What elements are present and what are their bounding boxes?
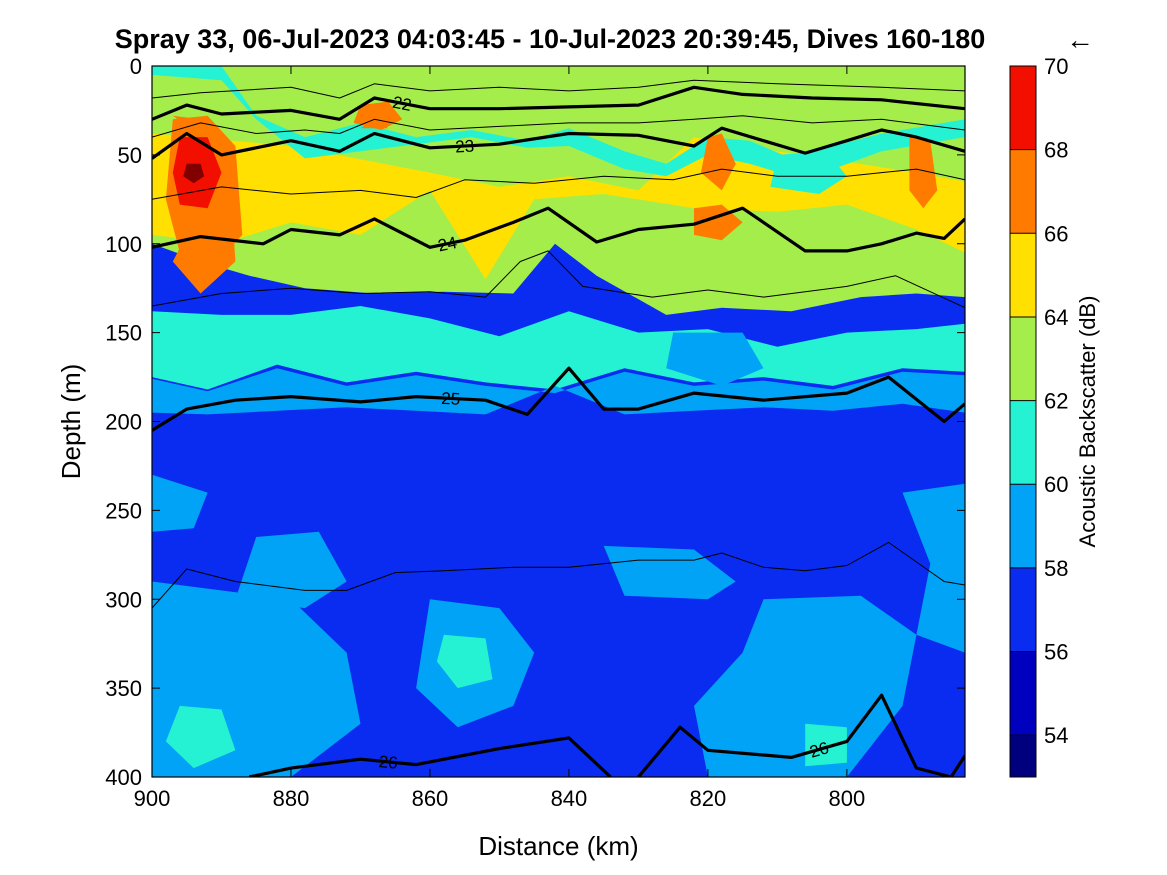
colorbar-tick-label-3: 60 <box>1044 472 1068 497</box>
x-tick-label-5: 800 <box>829 786 866 811</box>
y-axis-label: Depth (m) <box>56 364 86 480</box>
isopycnal-line-9 <box>152 250 965 309</box>
field-patch-4 <box>700 133 736 191</box>
isopycnal-line-6 <box>152 79 965 99</box>
field-patch-20 <box>534 412 562 436</box>
x-tick-label-1: 880 <box>273 786 310 811</box>
colorbar-segment-0 <box>1010 735 1036 777</box>
x-tick-label-2: 860 <box>412 786 449 811</box>
plot-area: 22 23 24 25 26 26 <box>151 65 966 778</box>
x-axis-label: Distance (km) <box>478 831 638 861</box>
colorbar-tick-label-7: 68 <box>1044 138 1068 163</box>
colorbar-segment-3 <box>1010 484 1036 568</box>
isopycnal-line-7 <box>152 115 965 138</box>
colorbar-segment-4 <box>1010 400 1036 485</box>
colorbar-segment-8 <box>1010 66 1036 150</box>
left-arrow-icon[interactable]: ← <box>1066 24 1094 55</box>
colorbar-segment-2 <box>1010 567 1036 652</box>
x-axis: 900 880 860 840 820 800 <box>134 66 866 811</box>
isopycnal-line-2 <box>152 206 965 253</box>
isopycnal-contours: 22 23 24 25 26 26 <box>152 79 965 777</box>
field-patch-10 <box>235 531 347 609</box>
isopycnal-label-1: 23 <box>455 137 475 157</box>
y-tick-label-6: 300 <box>105 587 142 612</box>
x-tick-label-4: 820 <box>690 786 727 811</box>
isopycnal-line-1 <box>152 126 965 160</box>
isopycnal-label-5: 26 <box>808 738 831 762</box>
field-patch-17 <box>436 634 493 689</box>
colorbar-segment-7 <box>1010 149 1036 234</box>
colorbar-segment-1 <box>1010 651 1036 736</box>
field-patch-13 <box>603 545 736 600</box>
y-tick-label-1: 50 <box>118 143 142 168</box>
isopycnal-label-0: 22 <box>391 93 413 115</box>
y-tick-label-7: 350 <box>105 676 142 701</box>
x-tick-label-3: 840 <box>551 786 588 811</box>
y-tick-label-2: 100 <box>105 232 142 257</box>
y-tick-label-0: 0 <box>130 54 142 79</box>
field-patch-7 <box>770 151 847 194</box>
field-patch-2 <box>183 163 205 184</box>
field-band-1 <box>152 133 965 280</box>
isopycnal-line-5 <box>637 693 965 777</box>
colorbar-tick-label-0: 54 <box>1044 723 1068 748</box>
y-tick-label-3: 150 <box>105 321 142 346</box>
colorbar: 54 56 58 60 62 64 66 68 70 <box>1009 54 1068 778</box>
chart-title: Spray 33, 06-Jul-2023 04:03:45 - 10-Jul-… <box>114 24 986 54</box>
isopycnal-label-3: 25 <box>441 389 461 409</box>
isopycnal-line-3 <box>152 366 965 432</box>
x-tick-label-0: 900 <box>134 786 171 811</box>
isopycnal-line-0 <box>152 85 965 121</box>
field-patch-14 <box>694 595 917 777</box>
field-patch-6 <box>909 137 938 209</box>
y-tick-label-8: 400 <box>105 765 142 790</box>
colorbar-segment-6 <box>1010 233 1036 317</box>
isopycnal-line-10 <box>152 541 965 609</box>
field-patch-19 <box>534 720 562 731</box>
field-patch-9 <box>152 474 208 532</box>
colorbar-tick-label-5: 64 <box>1044 305 1068 330</box>
field-patch-16 <box>165 705 236 769</box>
field-patch-8 <box>666 332 764 386</box>
isopycnal-label-4: 26 <box>378 752 399 773</box>
colorbar-tick-label-8: 70 <box>1044 54 1068 79</box>
field-band-2 <box>152 66 965 177</box>
colorbar-tick-label-2: 58 <box>1044 556 1068 581</box>
isopycnal-label-2: 24 <box>436 233 458 255</box>
colorbar-tick-label-4: 62 <box>1044 389 1068 414</box>
field-patch-18 <box>805 723 847 767</box>
y-axis: 0 50 100 150 200 250 300 350 400 <box>105 54 965 790</box>
y-tick-label-5: 250 <box>105 498 142 523</box>
isopycnal-line-8 <box>152 168 965 200</box>
colorbar-tick-label-1: 56 <box>1044 640 1068 665</box>
colorbar-label: Acoustic Backscatter (dB) <box>1075 296 1100 548</box>
field-patch-15 <box>902 483 965 653</box>
isopycnal-line-4 <box>248 736 612 777</box>
colorbar-tick-label-6: 66 <box>1044 221 1068 246</box>
colorbar-segment-5 <box>1010 316 1036 401</box>
y-tick-label-4: 200 <box>105 410 142 435</box>
